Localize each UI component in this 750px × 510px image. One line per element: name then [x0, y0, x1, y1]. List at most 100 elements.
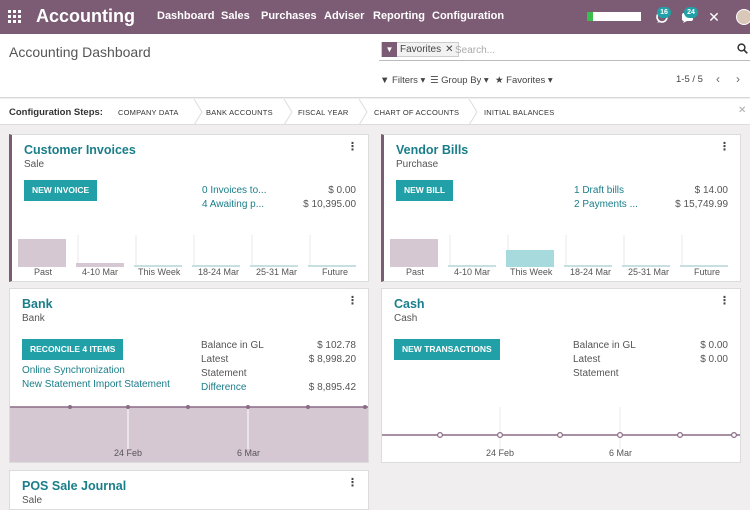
- card-title[interactable]: Customer Invoices: [24, 143, 136, 157]
- search-input[interactable]: [455, 42, 725, 58]
- invoices-to-validate-link[interactable]: 0 Invoices to...: [202, 185, 267, 196]
- messages-badge: 16: [657, 7, 671, 18]
- new-transactions-button[interactable]: NEW TRANSACTIONS: [394, 339, 500, 360]
- apps-grid-icon[interactable]: [8, 10, 22, 24]
- x-label-25-31-mar: 25-31 Mar: [256, 267, 298, 277]
- line-point[interactable]: [363, 405, 367, 409]
- bills-bar-chart: [390, 235, 728, 267]
- balance-gl-label: Balance in GL: [573, 340, 636, 351]
- line-point[interactable]: [68, 405, 72, 409]
- latest-statement-label-line2: Statement: [573, 368, 619, 379]
- step-separator: [468, 99, 478, 125]
- latest-statement-label: Latest: [201, 354, 229, 365]
- card-title[interactable]: POS Sale Journal: [22, 479, 127, 493]
- line-point[interactable]: [246, 405, 250, 409]
- menu-purchases[interactable]: Purchases: [261, 10, 317, 22]
- x-label-18-24-mar: 18-24 Mar: [570, 267, 612, 277]
- pager-previous-icon[interactable]: ‹: [716, 72, 720, 86]
- search-icon[interactable]: [737, 43, 748, 57]
- bar-this-week[interactable]: [506, 250, 554, 267]
- step-initial-balances[interactable]: INITIAL BALANCES: [484, 108, 555, 117]
- card-menu-icon[interactable]: ⋮: [347, 141, 358, 153]
- funnel-icon: ▼: [380, 75, 393, 86]
- difference-amount: $ 8,895.42: [308, 382, 356, 393]
- line-point[interactable]: [617, 432, 624, 439]
- facet-label: Favorites: [400, 44, 442, 55]
- new-invoice-button[interactable]: NEW INVOICE: [24, 180, 98, 201]
- line-point[interactable]: [731, 432, 738, 439]
- filters-dropdown[interactable]: ▼ Filters ▾: [380, 75, 426, 86]
- pager-next-icon[interactable]: ›: [736, 72, 740, 86]
- line-point[interactable]: [557, 432, 564, 439]
- step-bank-accounts[interactable]: BANK ACCOUNTS: [206, 108, 273, 117]
- card-menu-icon[interactable]: ⋮: [347, 477, 358, 489]
- card-menu-icon[interactable]: ⋮: [347, 295, 358, 307]
- balance-gl-amount: $ 0.00: [700, 340, 728, 351]
- step-company-data[interactable]: COMPANY DATA: [118, 108, 179, 117]
- awaiting-payment-link[interactable]: 4 Awaiting p...: [202, 199, 265, 210]
- close-icon[interactable]: ✕: [708, 9, 720, 25]
- bank-card: Bank Bank ⋮ RECONCILE 4 ITEMS Online Syn…: [9, 288, 369, 463]
- draft-bills-link[interactable]: 1 Draft bills: [574, 185, 625, 196]
- menu-adviser[interactable]: Adviser: [324, 10, 365, 22]
- card-menu-icon[interactable]: ⋮: [719, 295, 730, 307]
- card-title[interactable]: Vendor Bills: [396, 143, 469, 157]
- card-title[interactable]: Cash: [394, 297, 425, 311]
- bar-4-10-mar[interactable]: [76, 263, 124, 267]
- user-avatar[interactable]: [736, 9, 750, 25]
- card-title[interactable]: Bank: [22, 297, 53, 311]
- battery-indicator: [587, 12, 641, 21]
- card-subtitle: Cash: [394, 313, 418, 324]
- vendor-bills-card: Vendor Bills Purchase ⋮ NEW BILL 1 Draft…: [381, 134, 741, 282]
- latest-statement-amount: $ 8,998.20: [308, 354, 356, 365]
- step-chart-of-accounts[interactable]: CHART OF ACCOUNTS: [374, 108, 460, 117]
- x-label-18-24-mar: 18-24 Mar: [198, 267, 240, 277]
- x-label-this-week: This Week: [510, 267, 553, 277]
- customer-invoices-card: Customer Invoices Sale ⋮ NEW INVOICE 0 I…: [9, 134, 369, 282]
- bar-past[interactable]: [18, 239, 66, 267]
- line-point[interactable]: [306, 405, 310, 409]
- x-label-past: Past: [34, 267, 53, 277]
- line-point[interactable]: [496, 432, 503, 439]
- invoices-to-validate-amount: $ 0.00: [328, 185, 356, 196]
- card-subtitle: Sale: [22, 495, 43, 506]
- step-separator: [193, 99, 203, 125]
- step-separator: [358, 99, 368, 125]
- bank-line-chart: [10, 405, 368, 462]
- app-title: Accounting: [36, 6, 135, 26]
- card-subtitle: Bank: [22, 313, 45, 324]
- pos-sale-journal-card: POS Sale Journal Sale ⋮: [9, 470, 369, 510]
- line-point[interactable]: [186, 405, 190, 409]
- step-fiscal-year[interactable]: FISCAL YEAR: [298, 108, 349, 117]
- x-label-future: Future: [322, 267, 349, 277]
- facet-remove-icon[interactable]: ✕: [445, 44, 454, 55]
- filter-funnel-icon: ▼: [382, 42, 397, 57]
- x-label-future: Future: [694, 267, 721, 277]
- menu-reporting[interactable]: Reporting: [373, 10, 425, 22]
- search-facet[interactable]: ▼ Favorites ✕: [381, 42, 459, 57]
- line-point[interactable]: [677, 432, 684, 439]
- menu-configuration[interactable]: Configuration: [432, 10, 505, 22]
- menu-sales[interactable]: Sales: [221, 10, 250, 22]
- groupby-dropdown[interactable]: ☰ Group By ▾: [430, 75, 489, 86]
- line-point[interactable]: [126, 405, 130, 409]
- close-steps-icon[interactable]: ✕: [738, 105, 747, 116]
- reconcile-items-button[interactable]: RECONCILE 4 ITEMS: [22, 339, 124, 360]
- menu-dashboard[interactable]: Dashboard: [157, 10, 215, 22]
- import-statement-link[interactable]: New Statement Import Statement: [22, 379, 170, 390]
- bar-past[interactable]: [390, 239, 438, 267]
- card-subtitle: Purchase: [396, 159, 439, 170]
- latest-statement-amount: $ 0.00: [700, 354, 728, 365]
- favorites-dropdown[interactable]: ★ Favorites ▾: [495, 75, 553, 86]
- x-label-this-week: This Week: [138, 267, 181, 277]
- card-menu-icon[interactable]: ⋮: [719, 141, 730, 153]
- line-point[interactable]: [436, 432, 443, 439]
- new-bill-button[interactable]: NEW BILL: [396, 180, 454, 201]
- balance-gl-label: Balance in GL: [201, 340, 264, 351]
- card-subtitle: Sale: [24, 159, 45, 170]
- online-sync-link[interactable]: Online Synchronization: [22, 365, 125, 376]
- difference-link[interactable]: Difference: [201, 382, 247, 393]
- latest-statement-label-line2: Statement: [201, 368, 247, 379]
- pager-value[interactable]: 1-5 / 5: [676, 74, 703, 85]
- payments-link[interactable]: 2 Payments ...: [574, 199, 638, 210]
